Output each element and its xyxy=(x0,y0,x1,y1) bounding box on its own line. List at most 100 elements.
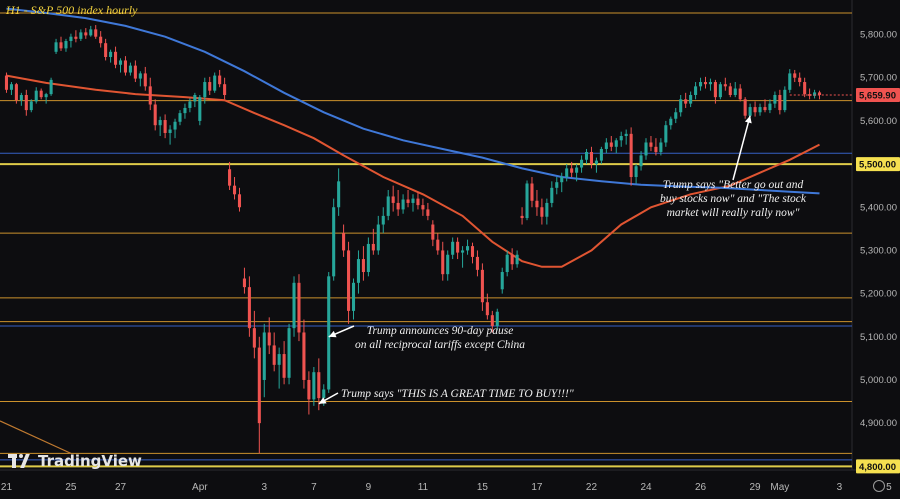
candle-body xyxy=(34,90,38,102)
candle-body xyxy=(817,92,822,95)
candle-body xyxy=(456,241,460,253)
candle-body xyxy=(813,92,817,96)
candle-body xyxy=(768,103,772,111)
candle-body xyxy=(480,269,484,303)
candle-body xyxy=(109,51,113,57)
candle-body xyxy=(619,136,623,141)
candle-body xyxy=(644,142,648,156)
candle-body xyxy=(223,84,227,95)
candle-body xyxy=(406,199,410,203)
time-tick-label: 3 xyxy=(261,482,267,493)
candle-body xyxy=(783,89,787,111)
candle-body xyxy=(208,82,212,91)
time-tick-label: 21 xyxy=(1,482,13,493)
time-tick-label: 29 xyxy=(750,482,762,493)
candle-body xyxy=(237,194,242,208)
candle-body xyxy=(386,196,390,216)
candle-body xyxy=(193,94,197,102)
candle-body xyxy=(560,177,564,183)
annotation-text: Trump says "THIS IS A GREAT TIME TO BUY!… xyxy=(341,388,574,400)
candle-body xyxy=(728,86,732,95)
candle-body xyxy=(282,354,286,378)
price-tick-label: 4,900.00 xyxy=(860,418,897,429)
trend-line xyxy=(0,420,72,454)
price-tick-label: 5,700.00 xyxy=(860,73,897,84)
candle-body xyxy=(366,243,370,273)
candle-body xyxy=(54,42,58,52)
candle-body xyxy=(153,104,157,126)
candle-body xyxy=(738,88,742,100)
candle-body xyxy=(639,155,643,167)
candle-body xyxy=(128,65,132,73)
price-tick-label: 5,600.00 xyxy=(860,116,897,127)
candle-body xyxy=(808,94,812,96)
time-tick-label: Apr xyxy=(192,482,208,493)
candle-body xyxy=(272,345,276,365)
candle-body xyxy=(470,246,475,257)
tradingview-watermark: TradingView xyxy=(38,452,142,470)
candle-body xyxy=(252,328,256,348)
candle-body xyxy=(173,121,177,130)
candle-body xyxy=(59,42,63,49)
candle-body xyxy=(69,36,73,42)
candle-body xyxy=(302,332,306,380)
candle-body xyxy=(84,32,88,36)
candle-body xyxy=(347,250,351,311)
annotation-text: buy stocks now" and "The stock xyxy=(660,193,807,205)
candle-body xyxy=(94,29,98,37)
candle-body xyxy=(495,311,499,326)
candle-body xyxy=(599,148,603,161)
candle-body xyxy=(555,182,559,188)
price-tick-label: 5,200.00 xyxy=(860,289,897,300)
candle-body xyxy=(515,254,519,265)
candle-body xyxy=(322,389,326,399)
candle-body xyxy=(163,120,167,133)
time-tick-label: 11 xyxy=(418,482,429,493)
time-tick-label: 27 xyxy=(115,482,127,493)
candle-body xyxy=(138,73,142,79)
candle-body xyxy=(589,151,594,165)
time-tick-label: 15 xyxy=(477,482,489,493)
candle-body xyxy=(74,36,78,39)
candle-body xyxy=(629,133,633,178)
annotation-arrowhead-2 xyxy=(318,397,327,404)
candle-body xyxy=(143,73,147,87)
candle-body xyxy=(257,347,261,424)
candle-body xyxy=(485,302,489,316)
candle-body xyxy=(570,168,574,173)
candle-body xyxy=(609,142,613,147)
candle-body xyxy=(490,315,494,326)
candle-body xyxy=(634,166,638,178)
candle-body xyxy=(168,129,172,133)
candle-body xyxy=(376,224,380,251)
candle-body xyxy=(684,99,688,104)
current-price-bg xyxy=(856,87,900,102)
candle-body xyxy=(664,125,668,143)
level-4800-label: 4,800.00 xyxy=(859,462,896,473)
candle-body xyxy=(262,332,266,380)
candle-body xyxy=(178,113,182,122)
candle-body xyxy=(29,101,33,111)
candle-body xyxy=(183,107,187,114)
candle-body xyxy=(203,82,207,98)
candle-body xyxy=(500,272,504,290)
candle-body xyxy=(361,259,365,273)
candle-body xyxy=(743,99,747,116)
candle-body xyxy=(778,94,782,111)
candle-body xyxy=(788,73,792,90)
candle-body xyxy=(540,207,544,217)
candle-body xyxy=(342,233,346,251)
candle-body xyxy=(247,287,251,329)
candle-body xyxy=(733,88,737,95)
time-tick-label: 7 xyxy=(311,482,317,493)
candle-body xyxy=(465,246,470,251)
tradingview-logo[interactable]: TradingView xyxy=(8,452,142,470)
candle-body xyxy=(277,354,281,365)
annotation-text: Trump announces 90-day pause xyxy=(367,325,514,337)
candle-body xyxy=(713,82,717,98)
time-tick-label: 24 xyxy=(640,482,652,493)
candle-body xyxy=(118,60,123,65)
settings-icon[interactable] xyxy=(873,480,885,492)
candle-body xyxy=(4,75,9,90)
time-tick-label: May xyxy=(770,482,789,493)
